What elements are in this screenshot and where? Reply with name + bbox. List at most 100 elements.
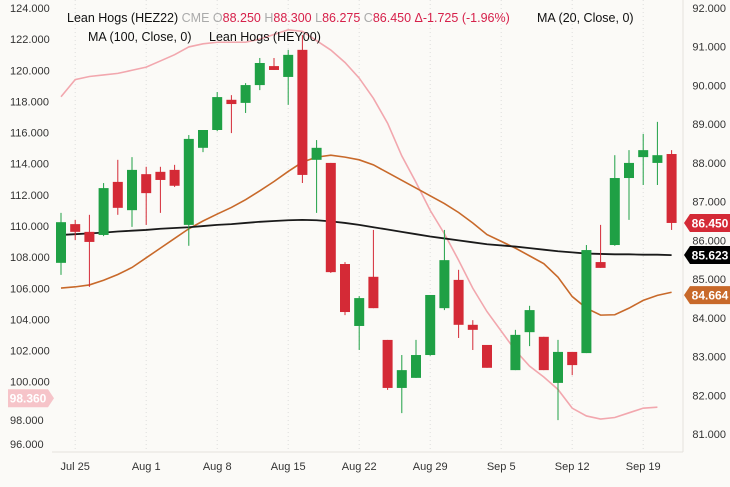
candle (467, 320, 478, 350)
left-axis-tick: 112.000 (10, 190, 49, 202)
candle (595, 224, 606, 268)
x-tick-label: Sep 19 (626, 461, 661, 473)
candle (382, 339, 393, 390)
left-axis-tick: 96.000 (10, 439, 44, 451)
candle (652, 121, 663, 185)
candle (297, 35, 308, 184)
left-axis-tick: 100.000 (10, 377, 50, 389)
candle-body (226, 99, 237, 105)
change-value: Δ-1.725 (-1.96%) (414, 11, 510, 25)
candle-body (581, 250, 592, 354)
candle-body (638, 150, 649, 158)
symbol-name: Lean Hogs (HEZ22) (67, 11, 179, 25)
ma100-price-label-text: 85.623 (692, 248, 729, 262)
left-axis-tick: 118.000 (10, 96, 49, 108)
candle (98, 183, 109, 237)
right-axis-tick: 89.000 (692, 119, 726, 131)
left-axis-tick: 106.000 (10, 283, 50, 295)
candle-body (212, 97, 223, 130)
candle (254, 57, 265, 91)
ma20-price-label-text: 84.664 (692, 289, 729, 303)
candle-body (510, 334, 521, 371)
right-axis-tick: 85.000 (692, 274, 726, 286)
candle-body (624, 162, 634, 179)
candle-body (198, 129, 208, 148)
ma20-line (60, 154, 672, 316)
right-axis-tick: 92.000 (692, 3, 726, 15)
left-axis-tick: 114.000 (10, 159, 49, 171)
candle (425, 294, 436, 356)
candle-body (127, 169, 137, 211)
right-axis-tick: 88.000 (692, 158, 726, 170)
candle (538, 336, 549, 371)
close-value: 86.450 (372, 11, 412, 25)
ma100-legend[interactable]: MA (100, Close, 0) (88, 30, 192, 44)
last-price-label: 86.450 (684, 213, 730, 232)
candle-body (382, 339, 393, 388)
left-axis-tick: 124.000 (10, 3, 50, 15)
candle (581, 245, 592, 354)
candle (56, 212, 66, 275)
left-axis-tick: 110.000 (10, 221, 49, 233)
candle (638, 133, 649, 185)
candle-body (141, 174, 152, 194)
candle-body (354, 298, 365, 326)
candle-body (524, 310, 535, 333)
candle-body (652, 155, 663, 163)
right-axis-tick: 86.000 (692, 235, 726, 247)
candle-body (325, 162, 336, 273)
candle (112, 159, 123, 215)
x-tick-label: Jul 25 (61, 461, 90, 473)
candle-body (439, 260, 450, 309)
candle (212, 92, 223, 132)
candle (183, 135, 194, 246)
ma100-line (60, 218, 672, 256)
candle-body (453, 279, 464, 325)
candle-body (595, 262, 606, 268)
candle-body (467, 324, 478, 330)
left-axis-tick: 102.000 (10, 346, 50, 358)
left-axis-tick: 98.000 (10, 415, 44, 427)
x-tick-label: Aug 22 (342, 461, 377, 473)
candle-body (269, 66, 279, 70)
ma20-legend[interactable]: MA (20, Close, 0) (537, 11, 634, 25)
candle-body (311, 147, 322, 160)
candle (567, 351, 578, 376)
candle-body (98, 188, 109, 235)
candle (624, 150, 634, 220)
candle (283, 49, 294, 105)
exchange: CME (181, 11, 210, 25)
candle-body (84, 231, 95, 242)
candle-body (368, 276, 379, 309)
x-tick-label: Aug 29 (413, 461, 448, 473)
candle (396, 355, 407, 414)
candle (524, 305, 535, 347)
candle (141, 166, 152, 225)
x-tick-label: Sep 12 (555, 461, 590, 473)
last-price-label-bg (684, 213, 730, 232)
last-price-label-text: 86.450 (692, 216, 729, 230)
x-tick-label: Aug 1 (132, 461, 161, 473)
left-axis-tick: 122.000 (10, 34, 50, 46)
candle (411, 339, 421, 378)
candle (169, 164, 180, 187)
candle (368, 229, 379, 309)
compare-price-label-text: 98.360 (10, 392, 47, 406)
right-axis-tick: 87.000 (692, 197, 726, 209)
candle-body (112, 181, 123, 208)
candle (198, 129, 208, 153)
open-prefix: O (212, 11, 223, 25)
candle-body (567, 351, 578, 366)
candle-body (340, 264, 350, 313)
candle (127, 157, 137, 227)
candle (439, 229, 450, 311)
right-axis-tick: 83.000 (692, 352, 726, 364)
candle-body (411, 355, 421, 378)
candle-body (553, 351, 563, 383)
high-value: 88.300 (273, 11, 312, 25)
compare-legend[interactable]: Lean Hogs (HEY00) (209, 30, 321, 44)
right-axis-tick: 91.000 (692, 42, 726, 54)
candle (325, 162, 336, 273)
